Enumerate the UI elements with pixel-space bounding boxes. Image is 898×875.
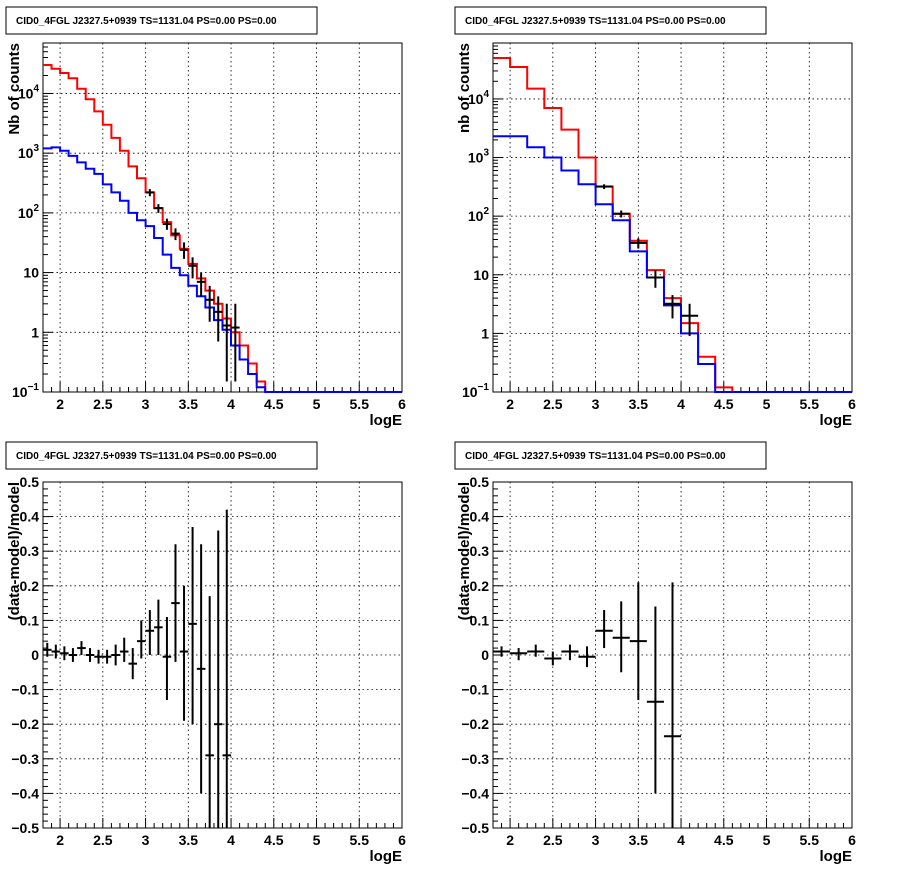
x-tick-label: 3.5 (179, 396, 199, 412)
y-tick-exponent: 3 (483, 148, 489, 159)
y-tick-label: −0.1 (11, 682, 39, 698)
chart-title: CID0_4FGL J2327.5+0939 TS=1131.04 PS=0.0… (465, 16, 726, 27)
x-tick-label: 2.5 (543, 396, 563, 412)
chart-title: CID0_4FGL J2327.5+0939 TS=1131.04 PS=0.0… (16, 451, 277, 462)
x-axis-title: logE (370, 412, 403, 429)
x-tick-label: 4 (677, 396, 685, 412)
x-tick-label: 3 (592, 396, 600, 412)
histogram-series-1 (493, 135, 852, 393)
x-tick-label: 5 (313, 832, 321, 848)
x-tick-label: 4.5 (714, 832, 734, 848)
y-tick-label: 0 (481, 647, 489, 663)
y-tick-label: 10 (473, 267, 489, 283)
x-tick-label: 6 (848, 832, 856, 848)
x-tick-label: 2.5 (543, 832, 563, 848)
y-tick-label: −0.5 (11, 820, 39, 836)
chart-title-box (454, 441, 767, 470)
y-tick-label: 1 (481, 325, 489, 341)
x-tick-label: 2 (56, 832, 64, 848)
y-tick-label: −0.2 (11, 716, 39, 732)
x-tick-label: 2 (56, 396, 64, 412)
y-tick-exponent: −1 (28, 382, 40, 393)
x-tick-label: 5.5 (350, 396, 370, 412)
y-tick-exponent: 2 (33, 203, 39, 214)
x-tick-label: 6 (848, 396, 856, 412)
chart-bottom-right: CID0_4FGL J2327.5+0939 TS=1131.04 PS=0.0… (454, 441, 856, 865)
chart-top-right: CID0_4FGL J2327.5+0939 TS=1131.04 PS=0.0… (454, 6, 856, 429)
x-tick-label: 5 (763, 396, 771, 412)
chart-title-box (5, 441, 318, 470)
histogram-series-1 (43, 146, 402, 393)
y-tick-label: −0.5 (461, 820, 489, 836)
x-tick-label: 6 (398, 832, 406, 848)
y-tick-exponent: 3 (33, 143, 39, 154)
chart-title: CID0_4FGL J2327.5+0939 TS=1131.04 PS=0.0… (16, 16, 277, 27)
x-tick-label: 3 (142, 396, 150, 412)
chart-title-box (454, 6, 767, 35)
y-tick-label: 0.4 (20, 509, 40, 525)
chart-top-left: CID0_4FGL J2327.5+0939 TS=1131.04 PS=0.0… (5, 6, 406, 429)
x-axis-title: logE (820, 412, 853, 429)
x-tick-label: 6 (398, 396, 406, 412)
y-tick-label: 1 (31, 324, 39, 340)
y-tick-label: −0.2 (461, 716, 489, 732)
x-tick-label: 5 (763, 832, 771, 848)
y-tick-exponent: 4 (33, 83, 39, 94)
x-axis-title: logE (820, 848, 853, 865)
y-tick-label: 0.2 (470, 578, 490, 594)
chart-title: CID0_4FGL J2327.5+0939 TS=1131.04 PS=0.0… (465, 451, 726, 462)
y-tick-label: −0.1 (461, 682, 489, 698)
y-axis-title: nb of counts (456, 43, 473, 133)
x-tick-label: 3 (592, 832, 600, 848)
x-tick-label: 2.5 (93, 832, 113, 848)
chart-title-box (5, 6, 318, 35)
x-tick-label: 5.5 (800, 832, 820, 848)
y-tick-label: 0.1 (20, 612, 40, 628)
y-tick-label: −0.3 (461, 751, 489, 767)
y-tick-label: 0.5 (470, 474, 490, 490)
x-tick-label: 2.5 (93, 396, 113, 412)
chart-bottom-left: CID0_4FGL J2327.5+0939 TS=1131.04 PS=0.0… (5, 441, 406, 865)
x-tick-label: 4 (227, 396, 235, 412)
y-tick-label: −0.4 (11, 785, 39, 801)
x-tick-label: 5 (313, 396, 321, 412)
y-tick-label: −0.3 (11, 751, 39, 767)
x-tick-label: 3 (142, 832, 150, 848)
y-tick-exponent: −1 (478, 382, 490, 393)
y-axis-title: Nb of counts (6, 43, 23, 135)
y-tick-label: 0 (31, 647, 39, 663)
x-axis-title: logE (370, 848, 403, 865)
x-tick-label: 4.5 (264, 832, 284, 848)
y-axis-title: (data-model)/model (456, 482, 473, 620)
x-tick-label: 4 (227, 832, 235, 848)
y-tick-exponent: 2 (483, 206, 489, 217)
x-tick-label: 3.5 (629, 396, 649, 412)
x-tick-label: 4.5 (714, 396, 734, 412)
y-tick-label: 10 (23, 265, 39, 281)
x-tick-label: 5.5 (350, 832, 370, 848)
x-tick-label: 4 (677, 832, 685, 848)
y-tick-label: 0.3 (470, 543, 490, 559)
x-tick-label: 2 (506, 396, 514, 412)
x-tick-label: 2 (506, 832, 514, 848)
x-tick-label: 4.5 (264, 396, 284, 412)
y-axis-title: (data-model)/model (6, 482, 23, 620)
y-tick-label: −0.4 (461, 785, 489, 801)
y-tick-exponent: 4 (483, 89, 489, 100)
y-tick-label: 0.4 (470, 509, 490, 525)
y-tick-label: 0.2 (20, 578, 40, 594)
y-tick-label: 0.1 (470, 612, 490, 628)
x-tick-label: 5.5 (800, 396, 820, 412)
x-tick-label: 3.5 (179, 832, 199, 848)
y-tick-label: 0.3 (20, 543, 40, 559)
x-tick-label: 3.5 (629, 832, 649, 848)
y-tick-label: 0.5 (20, 474, 40, 490)
